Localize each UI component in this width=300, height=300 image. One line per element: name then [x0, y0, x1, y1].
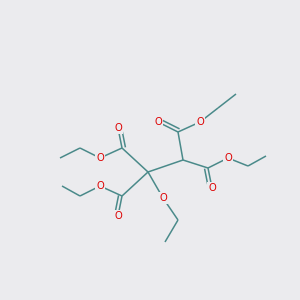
Text: O: O — [159, 193, 167, 203]
Text: O: O — [154, 117, 162, 127]
Text: O: O — [224, 153, 232, 163]
Text: O: O — [96, 153, 104, 163]
Text: O: O — [196, 117, 204, 127]
Text: O: O — [208, 183, 216, 193]
Text: O: O — [114, 123, 122, 133]
Text: O: O — [96, 181, 104, 191]
Text: O: O — [114, 211, 122, 221]
